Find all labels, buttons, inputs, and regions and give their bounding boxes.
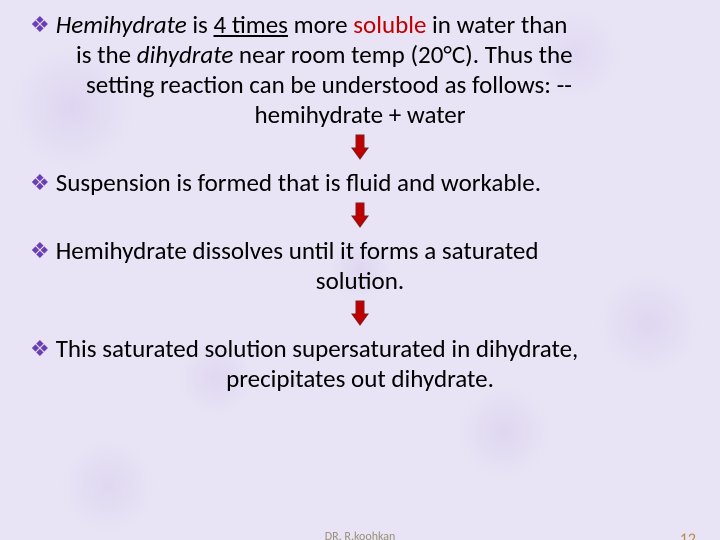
arrow-3-wrap (30, 300, 690, 331)
diamond-bullet-icon: ❖ (30, 236, 50, 266)
bullet-1-cont-2: setting reaction can be understood as fo… (30, 70, 690, 100)
seg: Hemihydrate (56, 9, 187, 40)
diamond-bullet-icon: ❖ (30, 334, 50, 364)
bullet-1: ❖ Hemihydrate is 4 times more soluble in… (30, 10, 690, 130)
bullet-4-text: This saturated solution supersaturated i… (56, 334, 579, 364)
footer-author: DR. R.koohkan (325, 530, 396, 540)
diamond-bullet-icon: ❖ (30, 10, 50, 40)
bullet-3: ❖ Hemihydrate dissolves until it forms a… (30, 236, 690, 296)
down-arrow-icon (351, 134, 369, 160)
bullet-3-text: Hemihydrate dissolves until it forms a s… (56, 236, 539, 266)
down-arrow-icon (351, 300, 369, 326)
bullet-1-cont-1: is the dihydrate near room temp (20°C). … (30, 40, 690, 70)
bullet-1-tail: hemihydrate + water (30, 100, 690, 130)
bullet-4-line: ❖ This saturated solution supersaturated… (30, 334, 690, 364)
slide-body: ❖ Hemihydrate is 4 times more soluble in… (0, 0, 720, 540)
seg: dihydrate (137, 39, 234, 70)
bullet-1-line: ❖ Hemihydrate is 4 times more soluble in… (30, 10, 690, 40)
seg: near room temp (20°C). Thus the (233, 39, 572, 70)
bullet-4-tail: precipitates out dihydrate. (30, 364, 690, 394)
bullet-2-text: Suspension is formed that is fluid and w… (56, 168, 541, 198)
bullet-3-line: ❖ Hemihydrate dissolves until it forms a… (30, 236, 690, 266)
bullet-3-tail: solution. (30, 266, 690, 296)
bullet-2-line: ❖ Suspension is formed that is fluid and… (30, 168, 690, 198)
seg: 4 times (214, 9, 288, 40)
seg: more (288, 9, 353, 40)
seg: soluble (353, 9, 426, 40)
down-arrow-icon (351, 202, 369, 228)
seg: in water than (426, 9, 567, 40)
bullet-1-text: Hemihydrate is 4 times more soluble in w… (56, 10, 568, 40)
arrow-1-wrap (30, 134, 690, 165)
seg: is (187, 9, 214, 40)
bullet-4: ❖ This saturated solution supersaturated… (30, 334, 690, 394)
bullet-2: ❖ Suspension is formed that is fluid and… (30, 168, 690, 198)
diamond-bullet-icon: ❖ (30, 168, 50, 198)
seg: is the (76, 39, 137, 70)
footer-page-number: 12 (680, 530, 696, 540)
arrow-2-wrap (30, 202, 690, 233)
